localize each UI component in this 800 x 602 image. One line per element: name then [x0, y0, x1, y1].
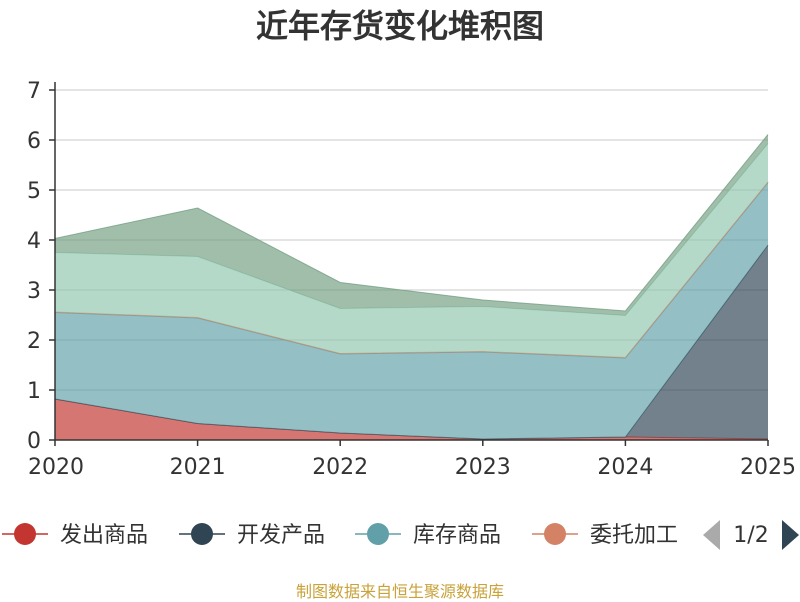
y-tick-label: 3	[27, 279, 41, 304]
legend-label-2[interactable]: 开发产品	[237, 523, 325, 548]
x-tick-label: 2025	[740, 455, 796, 480]
x-tick-label: 2022	[312, 455, 368, 480]
source-note: 制图数据来自恒生聚源数据库	[295, 582, 504, 601]
area-series-2	[55, 245, 768, 439]
legend-marker-3[interactable]	[367, 523, 389, 545]
legend-marker-2[interactable]	[191, 523, 213, 545]
y-tick-label: 0	[27, 429, 41, 454]
legend-marker-1[interactable]	[14, 523, 36, 545]
area-series-6	[55, 134, 768, 316]
legend-next-icon[interactable]	[782, 520, 799, 550]
y-tick-label: 5	[27, 179, 41, 204]
area-series-1	[55, 399, 768, 440]
area-series-3	[55, 182, 768, 439]
legend-marker-4[interactable]	[544, 523, 566, 545]
x-tick-label: 2021	[170, 455, 226, 480]
y-tick-label: 7	[27, 79, 41, 104]
legend-label-3[interactable]: 库存商品	[413, 523, 501, 548]
legend-prev-icon[interactable]	[703, 520, 720, 550]
legend-page-indicator: 1/2	[733, 523, 768, 548]
y-tick-label: 4	[27, 229, 41, 254]
series-line-6	[54, 134, 769, 312]
y-tick-label: 6	[27, 129, 41, 154]
y-tick-label: 1	[27, 379, 41, 404]
legend-label-1[interactable]: 发出商品	[60, 523, 148, 548]
x-tick-label: 2023	[455, 455, 511, 480]
legend-label-4[interactable]: 委托加工	[590, 523, 678, 548]
area-series-5	[55, 143, 768, 358]
x-tick-label: 2020	[28, 455, 84, 480]
chart-title: 近年存货变化堆积图	[255, 7, 544, 45]
y-tick-label: 2	[27, 329, 41, 354]
x-tick-label: 2024	[597, 455, 653, 480]
